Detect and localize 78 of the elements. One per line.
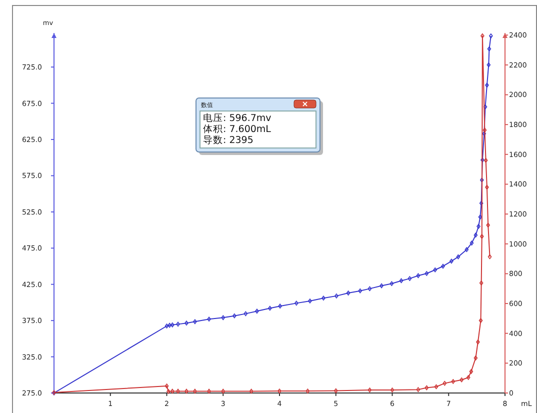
point — [249, 388, 254, 394]
annotation: 导数: 2395 — [203, 135, 254, 146]
point — [480, 158, 484, 162]
point — [168, 322, 172, 328]
point — [184, 320, 188, 326]
point — [484, 158, 488, 163]
point — [433, 267, 437, 272]
point — [441, 264, 445, 269]
point — [483, 104, 488, 110]
point — [470, 240, 474, 246]
point — [486, 62, 491, 68]
point — [476, 224, 480, 229]
annotation: 电压: 596.7mv — [203, 112, 272, 124]
point — [193, 388, 197, 394]
point — [480, 234, 484, 239]
point — [164, 324, 169, 328]
point — [294, 300, 298, 306]
point — [480, 33, 484, 38]
point — [489, 33, 493, 38]
point — [460, 377, 464, 382]
point — [424, 385, 429, 390]
point — [255, 308, 259, 314]
point — [466, 375, 470, 380]
point — [476, 340, 480, 344]
point — [464, 247, 469, 252]
point — [207, 388, 211, 394]
point — [221, 315, 226, 320]
point — [322, 296, 326, 301]
point — [308, 298, 312, 304]
point — [334, 294, 338, 298]
point — [232, 313, 236, 318]
point — [487, 46, 492, 52]
point — [184, 388, 188, 394]
point — [368, 286, 372, 292]
point — [480, 178, 484, 182]
point — [164, 384, 169, 388]
point — [390, 281, 394, 286]
point — [399, 278, 404, 284]
point — [368, 388, 372, 392]
point — [358, 288, 362, 294]
point — [380, 283, 384, 288]
point — [434, 384, 438, 390]
point — [485, 184, 489, 190]
point — [474, 232, 478, 238]
point — [479, 200, 484, 206]
point — [346, 290, 350, 296]
point — [278, 304, 282, 308]
point — [170, 388, 174, 394]
point — [469, 369, 474, 374]
point — [166, 389, 170, 394]
point — [268, 306, 272, 311]
point — [485, 82, 489, 88]
point — [193, 319, 197, 324]
point — [408, 276, 412, 281]
point — [486, 222, 490, 228]
point — [244, 311, 248, 316]
point — [450, 258, 454, 264]
point — [442, 380, 447, 386]
point — [456, 254, 460, 260]
point — [170, 322, 174, 328]
point — [479, 280, 484, 286]
annotation: 体积: 7.600mL — [203, 123, 272, 135]
point — [474, 356, 478, 360]
point — [451, 379, 456, 384]
point — [278, 388, 282, 394]
point — [416, 387, 420, 392]
point — [478, 318, 483, 323]
point — [482, 128, 487, 132]
point — [488, 254, 492, 260]
point — [207, 316, 211, 322]
point — [334, 388, 338, 394]
point — [176, 322, 180, 327]
point — [306, 388, 310, 394]
point — [416, 273, 420, 278]
point — [176, 388, 180, 394]
point — [390, 388, 394, 392]
point — [221, 388, 226, 394]
point — [424, 271, 429, 276]
